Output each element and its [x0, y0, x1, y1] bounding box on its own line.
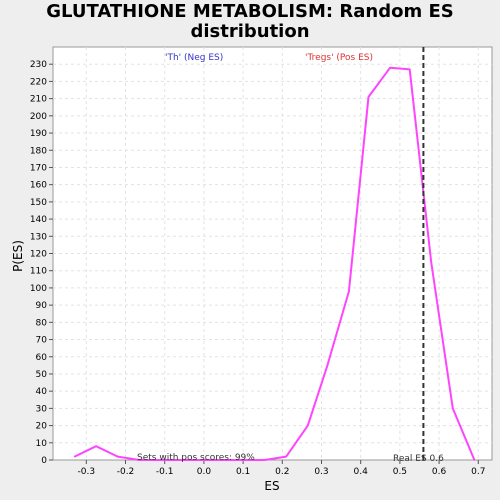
- y-tick-label: 190: [30, 129, 47, 139]
- y-tick-label: 10: [36, 439, 48, 449]
- y-tick-label: 130: [30, 232, 47, 242]
- neg-es-label: 'Th' (Neg ES): [165, 53, 223, 63]
- y-tick-label: 90: [36, 301, 48, 311]
- grid-layer: [53, 47, 492, 460]
- x-tick-label: 0.6: [432, 467, 447, 477]
- data-point: [116, 455, 119, 458]
- y-tick-label: 30: [36, 404, 48, 414]
- data-point: [389, 66, 391, 69]
- data-point: [306, 424, 309, 427]
- data-point: [159, 459, 162, 461]
- real-es-label: Real ES 0.6: [393, 454, 444, 464]
- y-tick-label: 80: [36, 318, 48, 328]
- sets-pos-scores-label: Sets with pos scores: 99%: [137, 453, 255, 463]
- data-point: [348, 290, 350, 293]
- data-point: [181, 459, 184, 461]
- x-tick-label: 0.5: [393, 467, 407, 477]
- y-tick-label: 50: [36, 370, 48, 380]
- y-tick-label: 70: [36, 336, 48, 346]
- chart-title-line-1: GLUTATHIONE METABOLISM: Random ES: [46, 1, 454, 22]
- axis-layer: 0 10 20 30 40 50 60 70 80 90 100 110 120 130 140 150 160…: [30, 60, 486, 477]
- y-tick-label: 210: [30, 95, 47, 105]
- data-point: [430, 261, 433, 263]
- y-tick-label: 150: [30, 198, 47, 208]
- chart-title: GLUTATHIONE METABOLISM: Random ES distri…: [0, 2, 500, 42]
- y-tick-label: 230: [30, 60, 47, 70]
- x-axis-label: ES: [264, 479, 279, 493]
- data-point: [203, 459, 205, 461]
- y-tick-label: 160: [30, 181, 47, 191]
- series-layer: [73, 66, 476, 461]
- y-tick-label: 170: [30, 163, 47, 173]
- x-tick-label: 0.1: [236, 467, 250, 477]
- y-tick-label: 110: [30, 267, 47, 277]
- data-point: [285, 455, 288, 458]
- x-tick-label: -0.3: [78, 467, 96, 477]
- y-tick-label: 180: [30, 146, 47, 156]
- data-point: [452, 407, 454, 410]
- x-tick-label: 0.0: [197, 467, 212, 477]
- x-tick-label: 0.4: [354, 467, 369, 477]
- x-tick-label: 0.2: [275, 467, 289, 477]
- y-tick-label: 40: [36, 387, 48, 397]
- data-point: [326, 364, 329, 367]
- y-tick-label: 60: [36, 353, 48, 363]
- y-tick-label: 0: [41, 456, 47, 466]
- chart-title-line-2: distribution: [190, 21, 310, 42]
- x-tick-label: 0.7: [471, 467, 485, 477]
- data-point: [367, 96, 370, 98]
- data-point: [73, 455, 76, 458]
- data-point: [263, 459, 266, 461]
- y-tick-label: 220: [30, 77, 47, 87]
- y-tick-label: 100: [30, 284, 47, 294]
- data-point: [224, 459, 227, 461]
- es-distribution-line: [74, 66, 476, 461]
- data-point: [473, 459, 476, 461]
- y-tick-label: 140: [30, 215, 47, 225]
- data-point: [408, 68, 411, 71]
- y-axis-label: P(ES): [11, 240, 25, 272]
- data-point: [138, 459, 141, 461]
- pos-es-label: 'Tregs' (Pos ES): [305, 53, 373, 63]
- data-point: [95, 445, 97, 448]
- y-tick-label: 120: [30, 250, 47, 260]
- x-tick-label: -0.1: [156, 467, 174, 477]
- x-tick-label: 0.3: [314, 467, 328, 477]
- y-tick-label: 20: [36, 422, 48, 432]
- y-tick-label: 200: [30, 112, 47, 122]
- x-tick-label: -0.2: [117, 467, 135, 477]
- data-point: [246, 459, 248, 461]
